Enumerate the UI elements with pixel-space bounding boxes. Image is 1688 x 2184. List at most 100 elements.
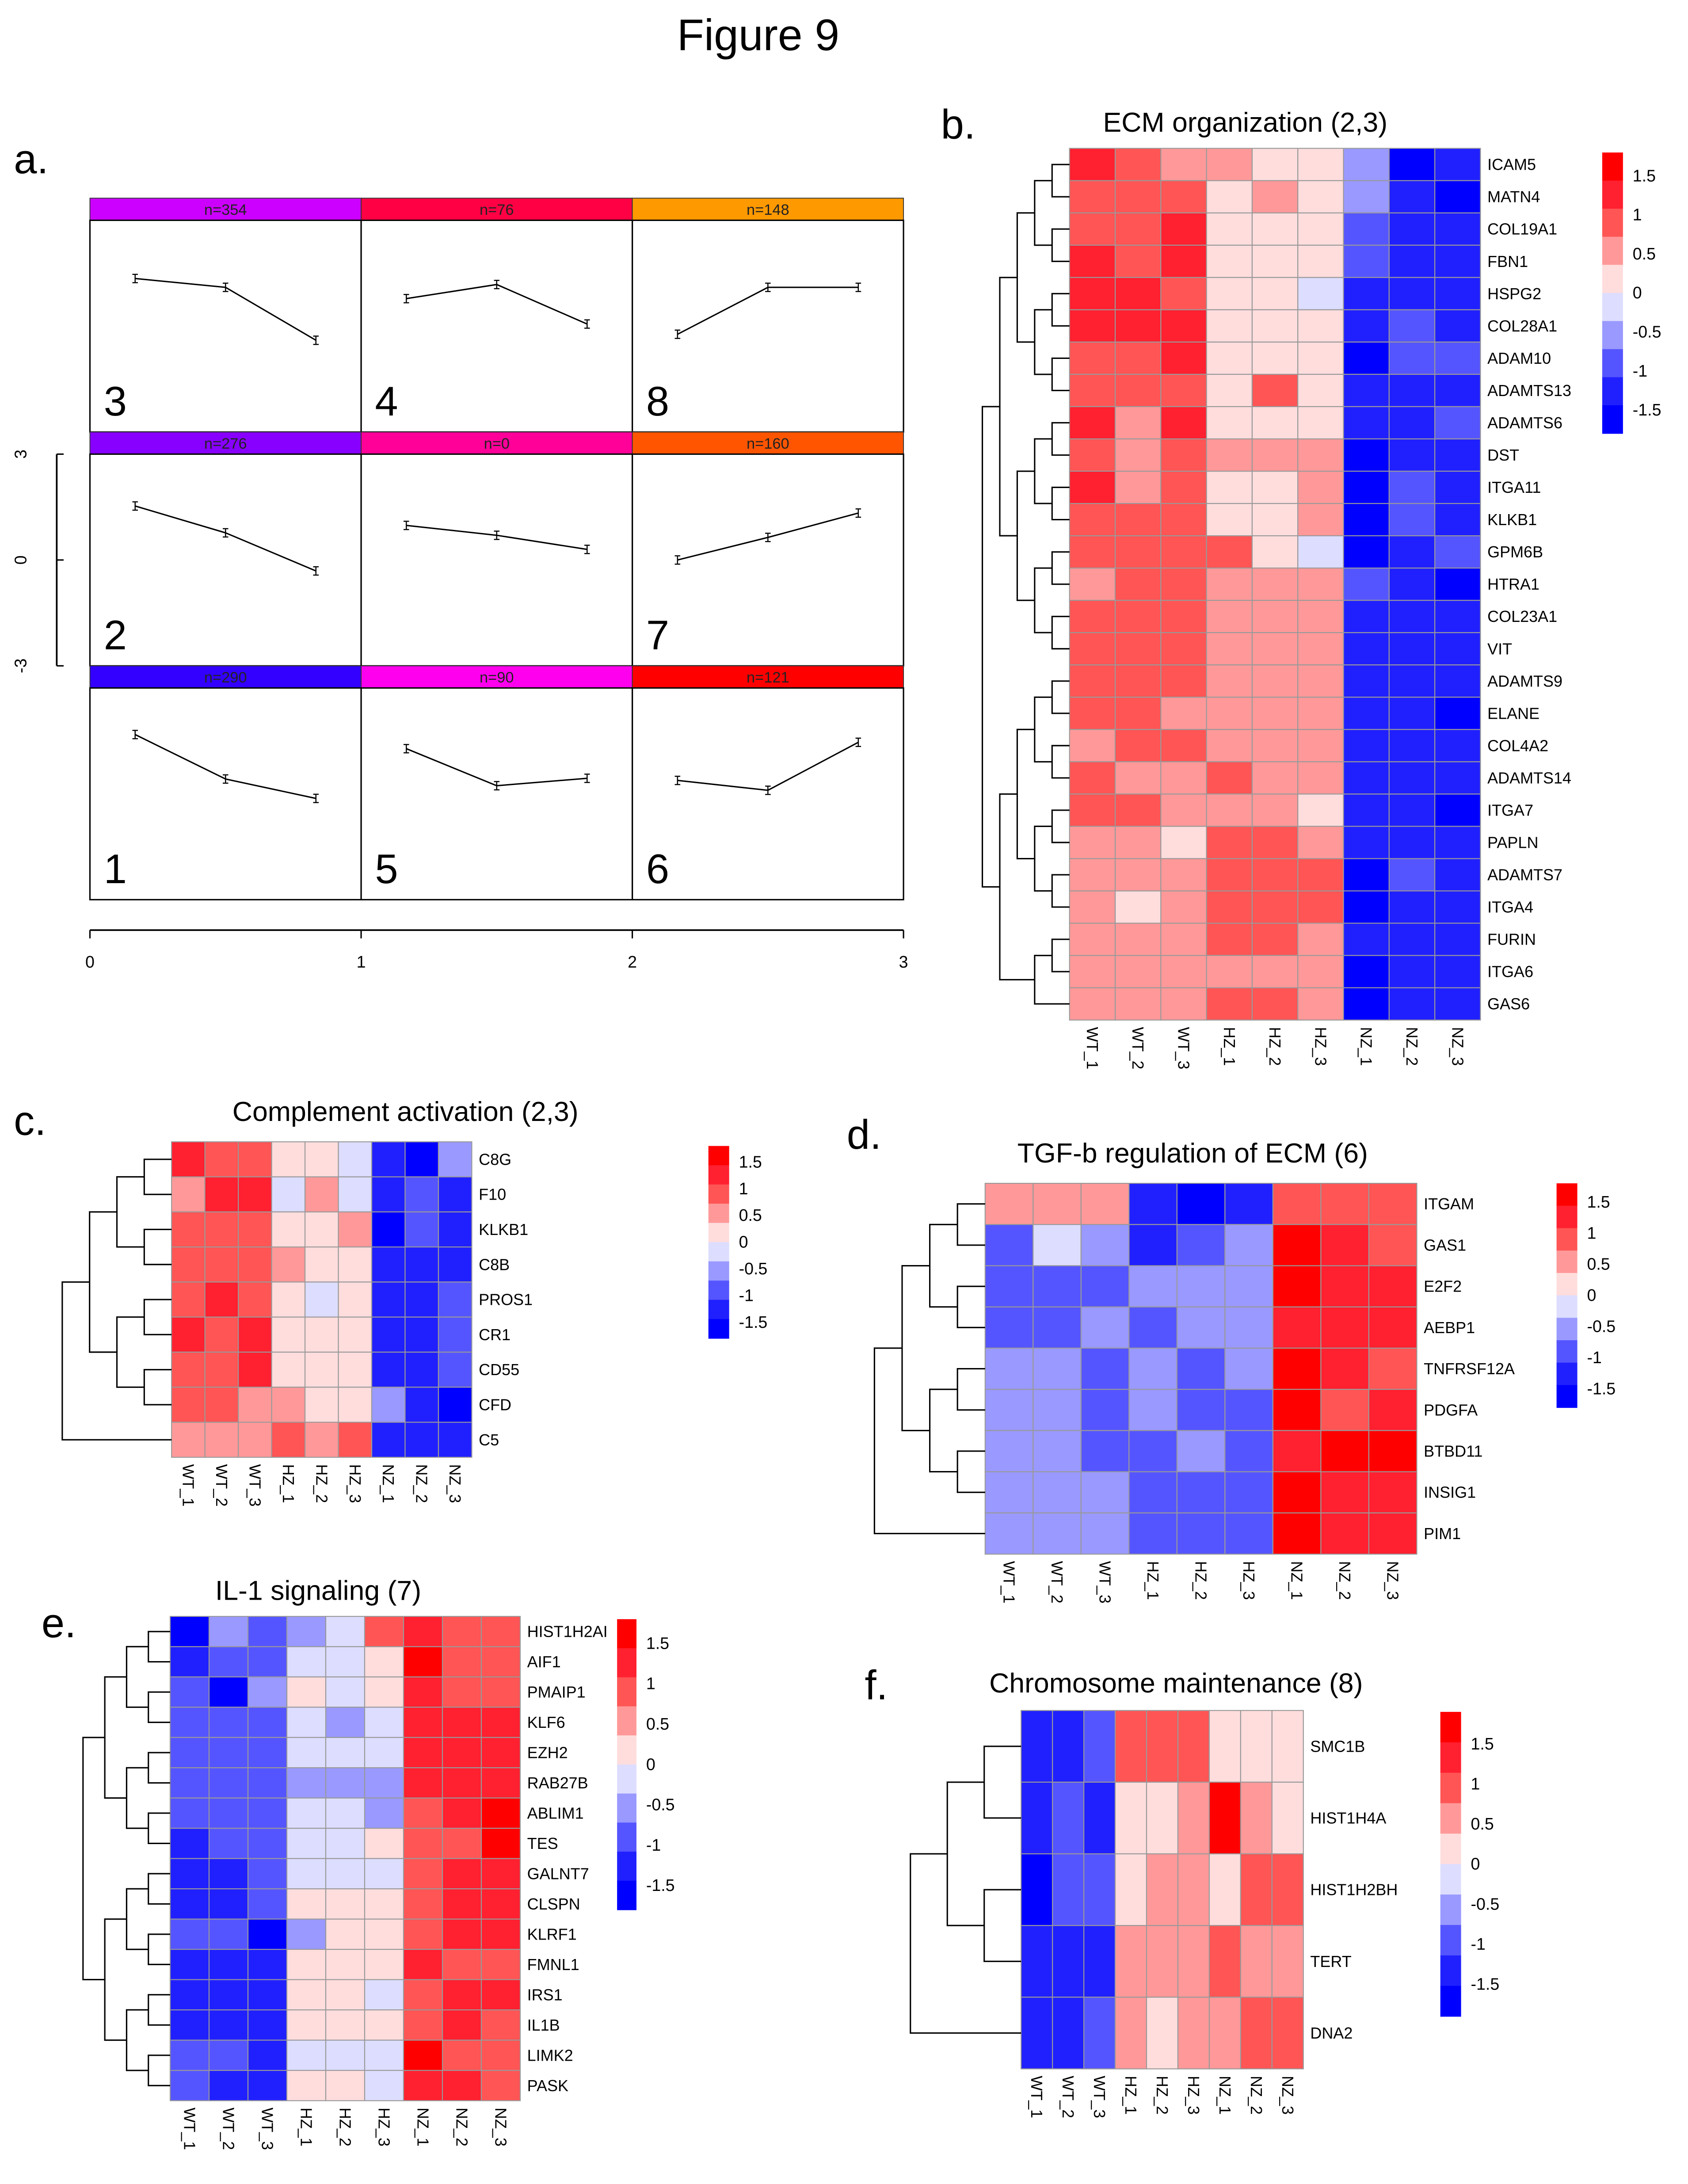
legend-tick-label: 0: [646, 1755, 655, 1773]
heatmap-cell: [438, 1246, 472, 1283]
dendrogram-branch: [983, 1746, 1021, 1819]
heatmap-cell: [1388, 761, 1436, 795]
heatmap-cell: [304, 1246, 339, 1283]
column-label: NZ_2: [1336, 1561, 1354, 1600]
heatmap-title: Complement activation (2,3): [232, 1096, 579, 1127]
heatmap-cell: [286, 1676, 327, 1708]
heatmap-cell: [1434, 632, 1481, 666]
heatmap-cell: [1434, 664, 1481, 698]
heatmap-cell: [1272, 1389, 1322, 1431]
heatmap-cell: [1388, 922, 1436, 956]
heatmap-cell: [480, 1646, 521, 1677]
heatmap-cell: [1069, 470, 1116, 504]
heatmap-cell: [1224, 1512, 1273, 1555]
column-label: HZ_2: [336, 2108, 354, 2146]
heatmap-cell: [325, 1828, 366, 1859]
row-label: CR1: [479, 1326, 511, 1344]
heatmap-cell: [404, 1281, 439, 1318]
legend-color-bin: [1440, 1925, 1461, 1956]
heatmap-cell: [1160, 438, 1207, 472]
heatmap-cell: [1114, 890, 1162, 924]
row-label: PDGFA: [1424, 1401, 1478, 1419]
heatmap-cell: [984, 1471, 1034, 1513]
row-label: LIMK2: [527, 2046, 573, 2064]
heatmap-cell: [1251, 470, 1299, 504]
heatmap-cell: [1320, 1183, 1370, 1225]
cluster-panel: n=0: [360, 431, 633, 667]
heatmap-cell: [1434, 987, 1481, 1021]
panel-a-cluster-profiles: a. n=354 3 n=76 4 n=148 8 n=276 2 n=0 n=160 7 n=290 1…: [11, 136, 908, 971]
column-label: HZ_2: [1192, 1561, 1210, 1600]
row-label: IRS1: [527, 1986, 563, 2004]
heatmap-cell: [371, 1387, 406, 1423]
heatmap-cell: [1368, 1347, 1417, 1390]
cluster-number: 4: [375, 378, 398, 424]
heatmap-cell: [238, 1387, 272, 1423]
heatmap-cell: [286, 2039, 327, 2071]
heatmap-cell: [1224, 1183, 1273, 1225]
heatmap-cell: [480, 1828, 521, 1859]
heatmap-cell: [1343, 761, 1390, 795]
legend-tick-label: -0.5: [1471, 1894, 1500, 1913]
heatmap-panel-f: f. Chromosome maintenance (8) SMC1B HIST1H4…: [865, 1662, 1499, 2118]
heatmap-cell: [1388, 955, 1436, 988]
heatmap-cell: [1206, 438, 1253, 472]
legend-tick-label: 1.5: [1471, 1734, 1494, 1753]
dendrogram-branch: [148, 1631, 171, 1663]
heatmap-cell: [1388, 826, 1436, 859]
heatmap-cell: [247, 1767, 288, 1799]
heatmap-cell: [1160, 341, 1207, 375]
column-label: WT_3: [246, 1464, 264, 1507]
heatmap-cell: [1160, 374, 1207, 408]
dendrogram-branch: [956, 1285, 985, 1328]
heatmap-cell: [271, 1422, 306, 1458]
legend-color-bin: [617, 1764, 636, 1794]
cluster-number: 2: [104, 612, 127, 658]
heatmap-cell: [1160, 697, 1207, 730]
row-label: AIF1: [527, 1653, 561, 1671]
heatmap-cell: [1388, 793, 1436, 827]
heatmap-cell: [271, 1176, 306, 1212]
heatmap-cell: [1176, 1512, 1226, 1555]
heatmap-cell: [1114, 535, 1162, 569]
heatmap-cell: [480, 1918, 521, 1950]
heatmap-cell: [364, 1979, 404, 2011]
heatmap-cell: [1224, 1389, 1273, 1431]
heatmap-cell: [1343, 374, 1390, 408]
heatmap-cell: [1240, 1853, 1273, 1926]
heatmap-cell: [338, 1211, 373, 1248]
legend-tick-label: -0.5: [739, 1259, 768, 1278]
heatmap-cell: [984, 1430, 1034, 1472]
panel-label: a.: [14, 136, 48, 182]
row-label: GAS1: [1424, 1236, 1466, 1254]
heatmap-cell: [1069, 729, 1116, 762]
heatmap-cell: [208, 1646, 249, 1677]
heatmap-cell: [1114, 568, 1162, 601]
heatmap-cell: [247, 1979, 288, 2011]
heatmap-cell: [271, 1316, 306, 1353]
row-label: ITGAM: [1424, 1195, 1474, 1213]
heatmap-cell: [1388, 277, 1436, 310]
heatmap-cell: [1368, 1512, 1417, 1555]
row-label: PMAIP1: [527, 1683, 586, 1701]
column-label: WT_1: [1083, 1027, 1101, 1069]
heatmap-cell: [238, 1281, 272, 1318]
heatmap-cell: [364, 1797, 404, 1829]
heatmap-cell: [371, 1422, 406, 1458]
heatmap-cell: [169, 2070, 210, 2101]
legend-color-bin: [1602, 321, 1623, 350]
heatmap-cell: [403, 1737, 443, 1769]
column-label: NZ_2: [1247, 2076, 1265, 2115]
legend-color-bin: [1440, 1803, 1461, 1834]
row-label: ADAMTS14: [1487, 769, 1571, 787]
legend-color-bin: [1440, 1772, 1461, 1804]
heatmap-cell: [1114, 1997, 1147, 2070]
heatmap-cell: [271, 1211, 306, 1248]
heatmap-cell: [1206, 761, 1253, 795]
legend-tick-label: -0.5: [646, 1795, 675, 1814]
heatmap-cell: [1343, 438, 1390, 472]
heatmap-cell: [338, 1316, 373, 1353]
heatmap-cell: [1272, 1224, 1322, 1266]
heatmap-cell: [984, 1389, 1034, 1431]
row-label: ITGA7: [1487, 801, 1533, 819]
